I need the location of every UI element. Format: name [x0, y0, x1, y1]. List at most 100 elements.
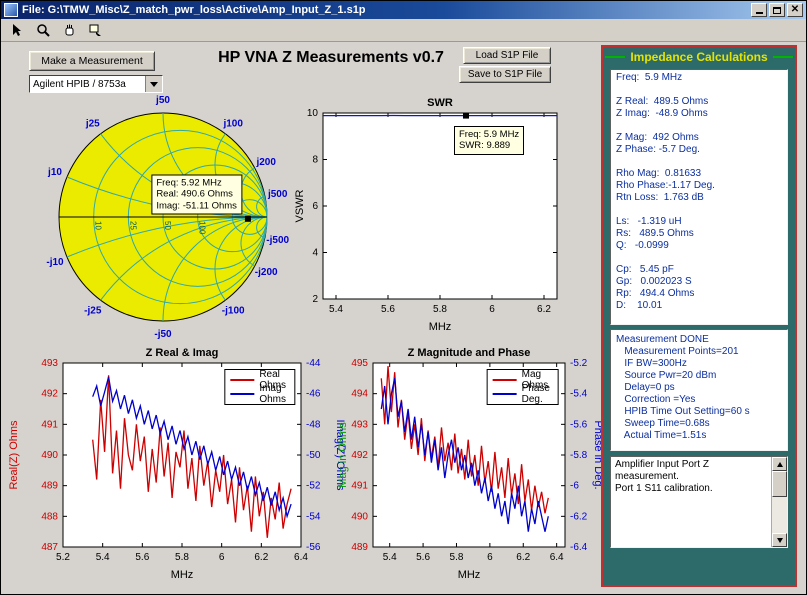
datatip: Freq: 5.9 MHz SWR: 9.889	[454, 125, 525, 155]
maximize-button[interactable]	[769, 3, 785, 17]
app-icon	[4, 3, 18, 17]
svg-text:-6.4: -6.4	[570, 542, 588, 553]
svg-text:j50: j50	[155, 95, 170, 106]
svg-text:MHz: MHz	[458, 569, 481, 581]
svg-text:8: 8	[312, 155, 318, 166]
svg-text:j10: j10	[47, 167, 62, 178]
svg-text:MHz: MHz	[429, 321, 452, 333]
svg-text:491: 491	[41, 419, 58, 430]
svg-text:VSWR: VSWR	[294, 189, 306, 222]
instrument-value: Agilent HPIB / 8753a	[33, 78, 126, 90]
notes-text: Amplifier Input Port Z measurement. Port …	[615, 459, 713, 494]
minimize-icon	[755, 12, 763, 14]
svg-text:6: 6	[312, 201, 318, 212]
data-cursor-icon	[89, 24, 101, 36]
svg-text:487: 487	[41, 542, 58, 553]
svg-text:6.2: 6.2	[254, 552, 268, 563]
svg-text:-j25: -j25	[84, 306, 102, 317]
plot-legend: Mag Ohms Phase Deg.	[486, 369, 559, 405]
triangle-down-icon	[776, 537, 783, 543]
page-title: HP VNA Z Measurements v0.7	[218, 49, 444, 66]
svg-text:493: 493	[351, 419, 368, 430]
panel-title-row: Impedance Calculations	[605, 50, 793, 64]
swr-plot: 5.4 5.6 5.8 6 6.2 2 4 6 8 10 SWR MHz VSWR Freq: 5.9 M…	[293, 91, 569, 339]
svg-text:5.4: 5.4	[383, 552, 397, 563]
svg-text:-j50: -j50	[154, 329, 172, 340]
svg-text:-5.4: -5.4	[570, 389, 588, 400]
plot-legend: Real Ohms Imag Ohms	[224, 369, 295, 405]
load-s1p-button[interactable]: Load S1P File	[463, 47, 551, 64]
svg-text:5.2: 5.2	[56, 552, 70, 563]
svg-text:489: 489	[41, 481, 58, 492]
impedance-readout: Freq: 5.9 MHz Z Real: 489.5 Ohms Z Imag: …	[610, 69, 788, 325]
svg-text:-48: -48	[306, 419, 321, 430]
svg-text:6.2: 6.2	[537, 304, 551, 315]
plot-svg: 5.4 5.6 5.8 6 6.2 6.4 489 490 491 492 493 494 495 -6.…	[337, 347, 604, 581]
figure-toolbar	[1, 19, 806, 42]
svg-text:Z Real & Imag: Z Real & Imag	[146, 347, 219, 359]
svg-text:5.6: 5.6	[416, 552, 430, 563]
close-icon: ✕	[790, 4, 800, 15]
chevron-down-icon[interactable]	[145, 76, 162, 92]
datatip: Freq: 5.92 MHz Real: 490.6 Ohms Imag: -51.…	[151, 174, 242, 215]
svg-text:6.4: 6.4	[294, 552, 308, 563]
scroll-thumb[interactable]	[772, 471, 787, 497]
smith-marker[interactable]	[244, 215, 251, 222]
svg-text:MHz: MHz	[171, 569, 194, 581]
svg-text:491: 491	[351, 481, 368, 492]
real-imag-plot: 5.2 5.4 5.6 5.8 6 6.2 6.4 487 488 489 490 491 492 493…	[1, 343, 347, 593]
measurement-status: Measurement DONE Measurement Points=201 …	[610, 329, 788, 451]
svg-text:j25: j25	[85, 118, 100, 129]
svg-text:Real(Z) Ohms: Real(Z) Ohms	[8, 420, 20, 490]
svg-text:10: 10	[94, 221, 103, 230]
svg-text:-46: -46	[306, 389, 321, 400]
svg-text:5.6: 5.6	[381, 304, 395, 315]
scroll-down-button[interactable]	[772, 533, 787, 547]
panel-title: Impedance Calculations	[630, 50, 768, 64]
zoom-button[interactable]	[31, 20, 55, 40]
select-arrow-icon	[13, 24, 21, 36]
titlebar: File: G:\TMW_Misc\Z_match_pwr_loss\Activ…	[1, 1, 806, 19]
scroll-up-button[interactable]	[772, 457, 787, 471]
data-marker[interactable]	[463, 112, 469, 119]
svg-text:-j10: -j10	[46, 257, 64, 268]
pan-hand-button[interactable]	[57, 20, 81, 40]
svg-text:Mag in Ohms: Mag in Ohms	[337, 422, 349, 488]
svg-text:-44: -44	[306, 358, 321, 369]
svg-text:4: 4	[312, 248, 318, 259]
save-s1p-button[interactable]: Save to S1P File	[459, 66, 551, 83]
svg-text:-52: -52	[306, 481, 321, 492]
instrument-dropdown[interactable]: Agilent HPIB / 8753a	[29, 75, 163, 93]
svg-text:5.6: 5.6	[135, 552, 149, 563]
svg-text:-j100: -j100	[222, 306, 245, 317]
minimize-button[interactable]	[751, 3, 767, 17]
svg-text:-50: -50	[306, 450, 321, 461]
notes-editbox[interactable]: Amplifier Input Port Z measurement. Port …	[610, 456, 788, 548]
svg-text:492: 492	[41, 389, 58, 400]
mag-phase-plot: 5.4 5.6 5.8 6 6.2 6.4 489 490 491 492 493 494 495 -6.…	[337, 343, 605, 593]
svg-text:25: 25	[128, 221, 137, 230]
svg-text:j100: j100	[222, 118, 243, 129]
svg-text:-5.2: -5.2	[570, 358, 588, 369]
svg-text:494: 494	[351, 389, 368, 400]
svg-text:-56: -56	[306, 542, 321, 553]
svg-text:6.4: 6.4	[550, 552, 564, 563]
data-cursor-button[interactable]	[83, 20, 107, 40]
smith-chart: 10 25 50 100 j10 -j10 j25 -j25 j50 -j50 j100 -j100 j…	[39, 93, 289, 345]
triangle-up-icon	[776, 461, 783, 467]
impedance-panel: Impedance Calculations Freq: 5.9 MHz Z R…	[601, 45, 797, 587]
notes-scrollbar[interactable]	[771, 457, 787, 547]
svg-text:SWR: SWR	[427, 97, 453, 109]
select-arrow-button[interactable]	[5, 20, 29, 40]
svg-text:50: 50	[163, 221, 172, 230]
close-button[interactable]: ✕	[787, 3, 803, 17]
svg-text:-6: -6	[570, 481, 579, 492]
plot-svg: 5.2 5.4 5.6 5.8 6 6.2 6.4 487 488 489 490 491 492 493…	[8, 347, 346, 581]
maximize-icon	[773, 6, 781, 14]
divider	[772, 56, 793, 58]
make-measurement-button[interactable]: Make a Measurement	[29, 51, 155, 71]
svg-text:6.2: 6.2	[516, 552, 530, 563]
svg-text:5.8: 5.8	[175, 552, 189, 563]
svg-text:Imag(Z) Ohms: Imag(Z) Ohms	[334, 420, 346, 491]
